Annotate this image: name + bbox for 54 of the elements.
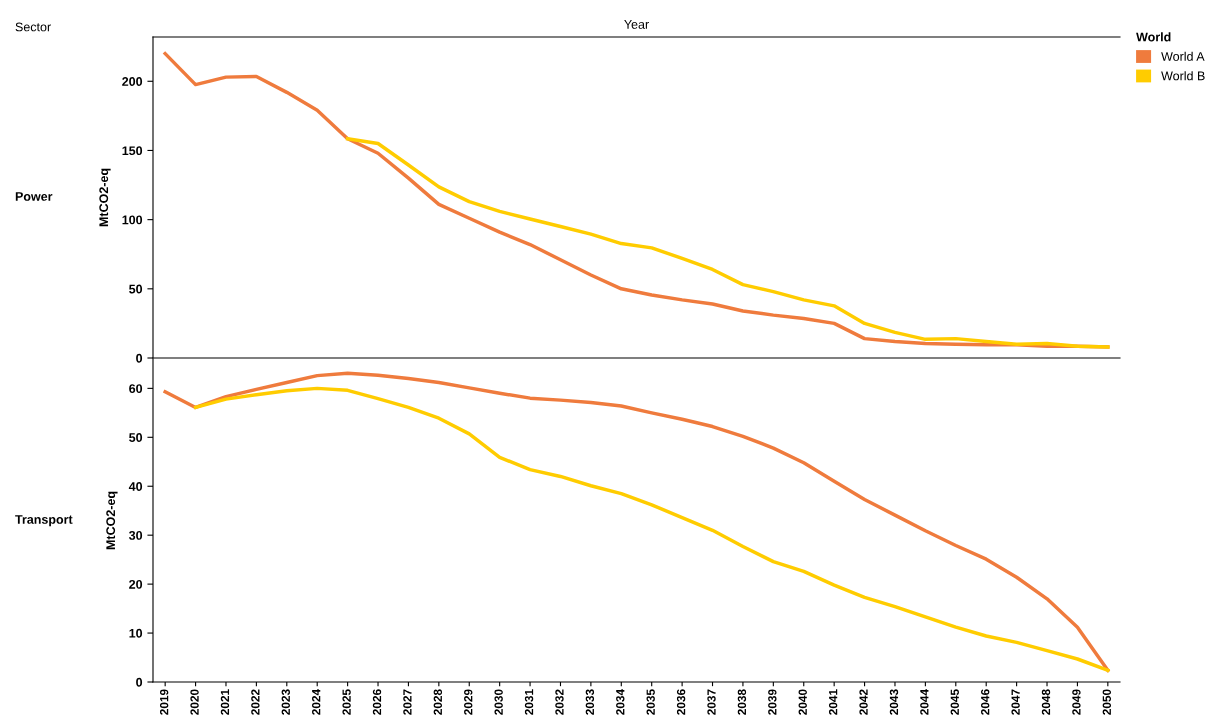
x-tick-label: 2036	[676, 689, 686, 715]
x-tick-label: 2023	[281, 689, 290, 715]
x-tick-label: 2045	[950, 689, 959, 715]
text: Transport	[15, 515, 73, 527]
y-axis-title: MtCO2-eq	[106, 491, 118, 550]
text: Power	[15, 192, 53, 201]
y-tick-label: 200	[122, 77, 143, 86]
x-tick-label: 2019	[159, 689, 169, 715]
x-tick-label: 2044	[920, 689, 929, 715]
y-tick-label: 40	[128, 482, 143, 491]
x-tick-label: 2043	[889, 689, 899, 715]
y-tick-label: 150	[122, 146, 143, 156]
x-tick-label: 2035	[646, 689, 655, 715]
y-tick-label: 0	[136, 353, 143, 363]
x-tick-label: 2038	[737, 689, 747, 715]
y-tick-label: 20	[129, 579, 143, 589]
line-series	[345, 136, 1110, 349]
y-tick-label: 50	[129, 433, 143, 442]
x-tick-label: 2028	[433, 689, 443, 715]
x-tick-label: 2050	[1102, 689, 1112, 715]
x-tick-label: 2032	[555, 689, 564, 715]
legend-label: World B	[1161, 71, 1205, 81]
y-axis-title: MtCO2-eq	[99, 168, 111, 227]
x-tick-label: 2026	[372, 689, 382, 715]
legend-title: World	[1136, 32, 1171, 42]
x-tick-label: 2037	[707, 689, 716, 715]
x-tick-label: 2040	[798, 689, 807, 715]
x-tick-label: 2046	[981, 689, 990, 715]
y-tick-label: 30	[128, 530, 143, 540]
x-tick-label: 2042	[859, 689, 868, 715]
y-tick-label: 100	[122, 215, 143, 225]
x-tick-label: 2049	[1072, 689, 1081, 715]
x-tick-label: 2048	[1041, 689, 1051, 715]
x-tick-label: 2041	[828, 689, 838, 715]
x-tick-label: 2033	[585, 689, 595, 715]
x-axis-title: Year	[624, 20, 649, 29]
x-tick-label: 2021	[220, 689, 230, 715]
x-tick-label: 2029	[464, 689, 473, 715]
x-tick-label: 2020	[190, 689, 199, 715]
x-tick-label: 2025	[342, 689, 351, 715]
x-tick-label: 2027	[403, 689, 412, 715]
y-tick-label: 0	[136, 677, 143, 687]
y-tick-label: 50	[129, 284, 143, 294]
legend-label: World A	[1161, 51, 1205, 61]
x-tick-label: 2047	[1011, 689, 1020, 715]
x-tick-label: 2022	[251, 689, 260, 715]
x-tick-label: 2024	[312, 689, 321, 715]
x-tick-label: 2031	[524, 689, 534, 715]
text: Sector	[15, 22, 51, 32]
x-tick-label: 2039	[768, 689, 777, 715]
y-tick-label: 10	[129, 628, 143, 638]
y-tick-label: 60	[129, 384, 143, 394]
x-tick-label: 2034	[616, 689, 625, 715]
x-tick-label: 2030	[494, 689, 503, 715]
